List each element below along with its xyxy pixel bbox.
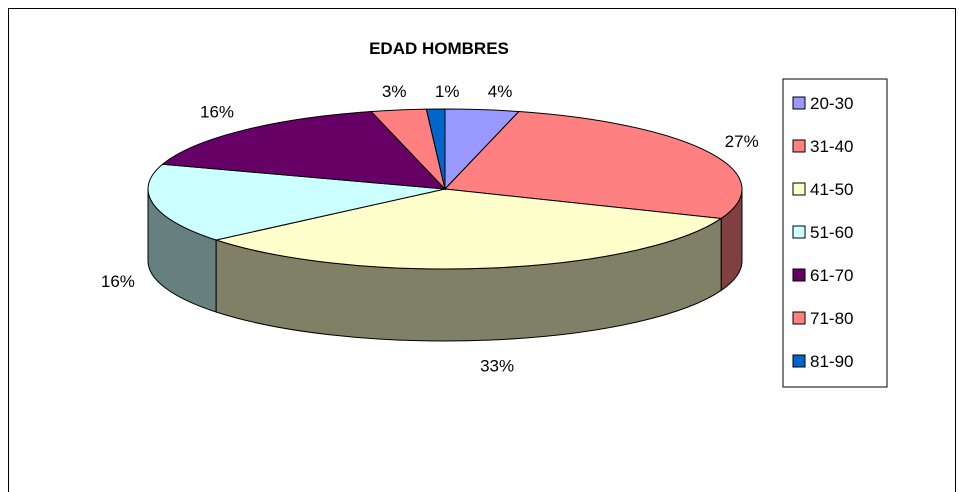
pie-chart: 4% 27% 33% 16% 16% 3% 1% EDAD HOMBRES 20-30 31-… bbox=[101, 39, 888, 388]
legend-label-20-30: 20-30 bbox=[810, 94, 853, 113]
legend-label-61-70: 61-70 bbox=[810, 266, 853, 285]
data-labels: 4% 27% 33% 16% 16% 3% 1% bbox=[101, 82, 759, 376]
data-label-71-80: 3% bbox=[382, 82, 407, 101]
pie-sides bbox=[147, 188, 743, 342]
legend-swatch-41-50 bbox=[792, 182, 806, 196]
legend-swatch-71-80 bbox=[792, 311, 806, 325]
data-label-31-40: 27% bbox=[725, 132, 759, 151]
slice-31-40 bbox=[443, 110, 743, 219]
data-label-81-90: 1% bbox=[435, 82, 460, 101]
legend-label-51-60: 51-60 bbox=[810, 223, 853, 242]
slice-41-50 bbox=[214, 188, 723, 270]
legend-label-31-40: 31-40 bbox=[810, 137, 853, 156]
legend-swatch-51-60 bbox=[792, 225, 806, 239]
pie-tops bbox=[147, 108, 743, 270]
legend-swatch-31-40 bbox=[792, 139, 806, 153]
legend: 20-30 31-40 41-50 51-60 61-70 71-80 81-90 bbox=[782, 78, 888, 388]
legend-label-41-50: 41-50 bbox=[810, 180, 853, 199]
chart-title: EDAD HOMBRES bbox=[369, 39, 509, 58]
data-label-20-30: 4% bbox=[488, 82, 513, 101]
slice-51-60 bbox=[147, 163, 446, 241]
legend-label-71-80: 71-80 bbox=[810, 309, 853, 328]
slice-81-90 bbox=[425, 108, 446, 190]
data-label-61-70: 16% bbox=[200, 103, 234, 122]
data-label-41-50: 33% bbox=[480, 357, 514, 376]
legend-swatch-81-90 bbox=[792, 354, 806, 368]
legend-swatch-61-70 bbox=[792, 268, 806, 282]
legend-label-81-90: 81-90 bbox=[810, 352, 853, 371]
chart-area: 4% 27% 33% 16% 16% 3% 1% EDAD HOMBRES 20-30 31-… bbox=[8, 8, 956, 492]
data-label-51-60: 16% bbox=[101, 272, 135, 291]
slice-61-70 bbox=[161, 110, 447, 190]
legend-swatch-20-30 bbox=[792, 96, 806, 110]
